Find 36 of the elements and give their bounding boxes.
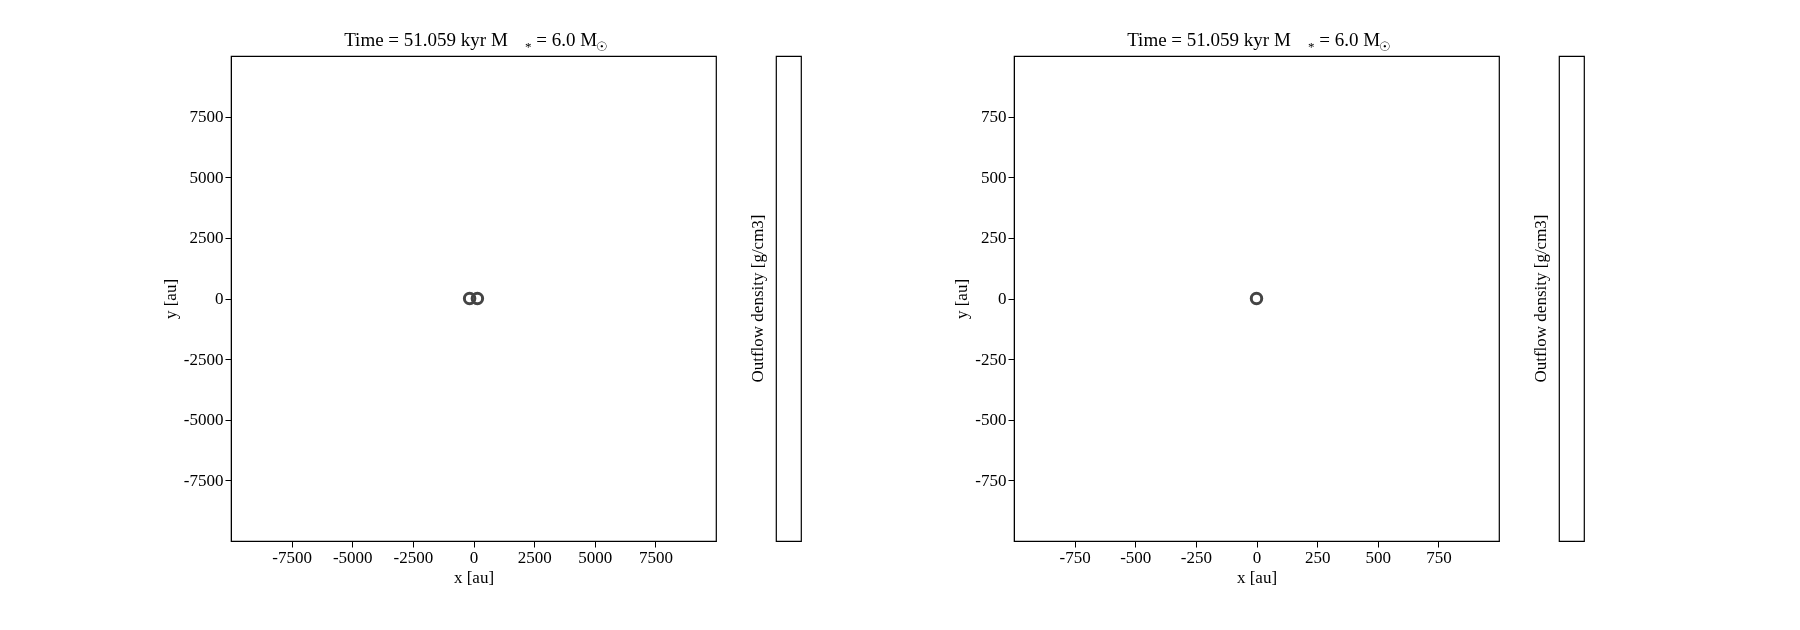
x-tick-label: -5000 <box>332 547 373 567</box>
chart-title: Time = 51.059 kyr M* = 6.0 M☉ <box>344 29 609 54</box>
y-tick-label: -500 <box>975 410 1007 430</box>
y-tick-label: 500 <box>981 167 1007 187</box>
y-tick-label: 5000 <box>189 167 224 187</box>
y-tick-label: 0 <box>998 289 1007 308</box>
x-tick-label: 0 <box>469 547 479 567</box>
x-tick-label: 2500 <box>517 547 552 567</box>
y-tick-label: 250 <box>981 228 1007 248</box>
y-tick-label: 750 <box>981 107 1007 127</box>
y-tick-label: 0 <box>215 289 224 308</box>
y-tick-label: -2500 <box>183 349 224 369</box>
x-axis-title: x [au] <box>1236 567 1278 587</box>
chart-title: Time = 51.059 kyr M* = 6.0 M☉ <box>1127 29 1392 54</box>
x-tick-label: 0 <box>1252 547 1262 567</box>
y-tick-label: 7500 <box>189 107 224 127</box>
x-tick-label: -750 <box>1059 547 1091 567</box>
x-tick-label: 7500 <box>638 547 673 567</box>
y-tick-label: -250 <box>975 349 1007 369</box>
x-tick-label: 750 <box>1426 547 1452 567</box>
x-axis-title: x [au] <box>453 567 495 587</box>
x-tick-label: 250 <box>1304 547 1331 567</box>
y-axis-title: y [au] <box>952 278 972 320</box>
y-axis-title: y [au] <box>160 278 180 320</box>
y-tick-label: -750 <box>975 470 1007 490</box>
picture-colorbar: Outflow density [g/cm3] <box>748 214 767 383</box>
x-tick-label: -2500 <box>393 547 434 567</box>
y-tick-label: 2500 <box>189 228 224 248</box>
picture-colorbar: Outflow density [g/cm3] <box>1531 214 1550 383</box>
x-tick-label: -250 <box>1180 547 1212 567</box>
x-tick-label: -500 <box>1120 547 1152 567</box>
x-tick-label: -7500 <box>272 547 312 567</box>
x-tick-label: 500 <box>1365 547 1391 567</box>
y-tick-label: -5000 <box>183 410 224 430</box>
y-tick-label: -7500 <box>183 470 224 490</box>
x-tick-label: 5000 <box>578 547 613 567</box>
